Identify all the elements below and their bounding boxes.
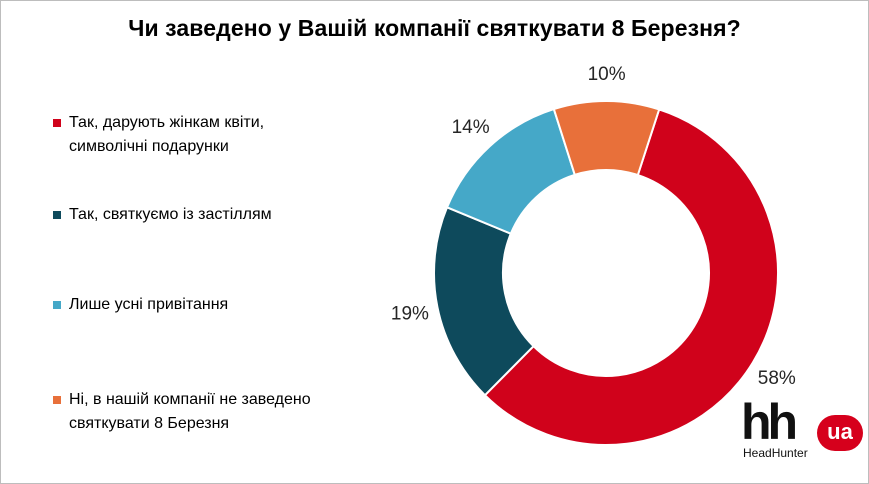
legend-label-no-celebration: Ні, в нашій компанії не заведено святкув…: [69, 388, 311, 436]
legend-label-flowers-line2: символічні подарунки: [69, 138, 229, 155]
data-label-feast: 19%: [391, 304, 429, 325]
logo-name: HeadHunter: [743, 446, 808, 460]
legend-swatch-feast: [53, 211, 61, 219]
legend-item-feast: Так, святкуємо із застіллям: [53, 205, 373, 227]
legend-label-flowers: Так, дарують жінкам квіти, символічні по…: [69, 111, 264, 159]
legend-swatch-no-celebration: [53, 396, 61, 404]
legend-label-feast: Так, святкуємо із застіллям: [69, 206, 272, 223]
headhunter-logo: hh ua HeadHunter: [741, 394, 863, 465]
chart-title: Чи заведено у Вашій компанії святкувати …: [128, 15, 741, 41]
legend-item-no-celebration: Ні, в нашій компанії не заведено святкув…: [53, 390, 373, 436]
legend-item-flowers: Так, дарують жінкам квіти, символічні по…: [53, 113, 373, 159]
legend-label-verbal: Лише усні привітання: [69, 296, 229, 313]
donut-slice-flowers: [483, 108, 779, 446]
data-label-flowers: 58%: [758, 368, 796, 389]
legend-item-verbal: Лише усні привітання: [53, 295, 373, 317]
legend-swatch-flowers: [53, 119, 61, 127]
legend-label-flowers-line1: Так, дарують жінкам квіти,: [69, 114, 265, 131]
legend-swatch-verbal: [53, 301, 61, 309]
donut-slice-no-celebration: [552, 100, 661, 177]
data-label-no-celebration: 10%: [588, 64, 626, 85]
legend-label-no-celebration-line1: Ні, в нашій компанії не заведено: [69, 391, 311, 408]
data-label-verbal: 14%: [452, 117, 490, 138]
legend-label-no-celebration-line2: святкувати 8 Березня: [69, 415, 230, 432]
logo-hh-mark: hh: [741, 394, 798, 450]
logo-ua-badge: ua: [817, 415, 863, 451]
